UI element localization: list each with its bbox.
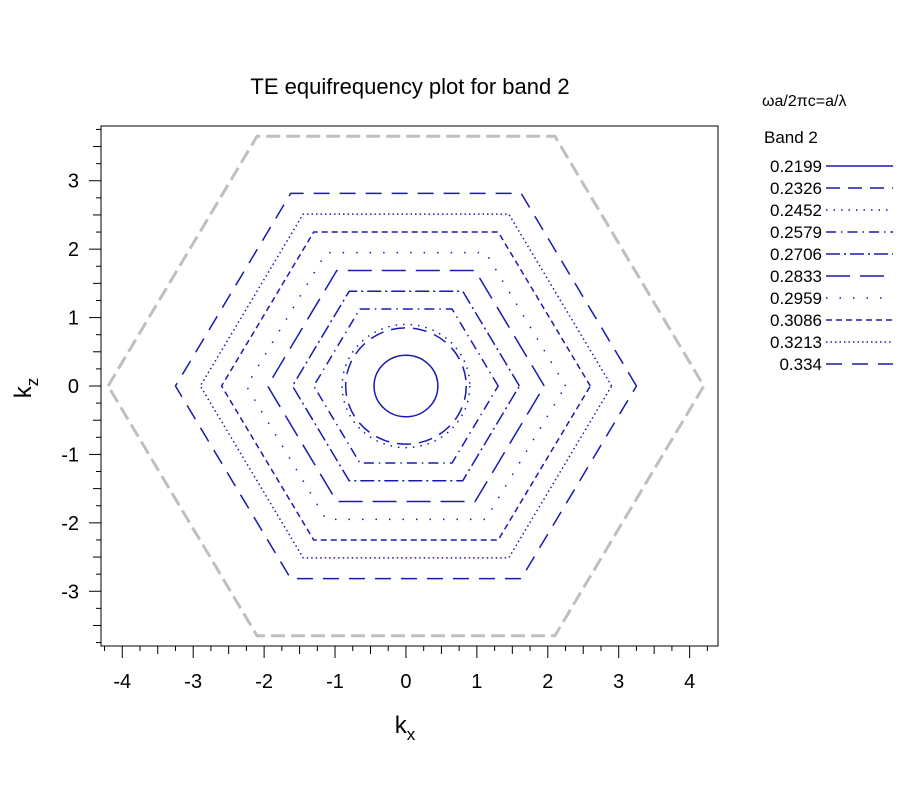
contour-line-0.2579 [313,308,499,464]
contour-line-0.2452 [341,323,471,449]
x-tick-label: 4 [684,671,695,693]
contour-line-0.2326 [344,327,467,445]
legend-heading: ωa/2πc=a/λ [762,93,846,110]
legend-label: 0.2452 [770,201,822,220]
y-tick-label: -3 [61,581,79,603]
x-tick-label: 2 [542,671,553,693]
legend-label: 0.2833 [770,267,822,286]
x-tick-label: 1 [471,671,482,693]
x-axis-ticks: -4 -3 -2 -1 0 1 2 3 4 [104,646,708,693]
contour-line-0.2833 [266,269,545,503]
contour-line-0.2706 [291,290,521,482]
x-tick-label: -1 [326,671,344,693]
legend-label: 0.3213 [770,333,822,352]
contour-line-0.2199 [373,354,439,418]
y-axis-label: kz [10,378,42,399]
legend-label: 0.3086 [770,311,822,330]
brillouin-zone-hexagon [106,134,706,638]
contour-line-0.334 [174,192,638,580]
svg-text:kx: kx [395,712,416,744]
x-tick-label: -2 [255,671,273,693]
y-axis-label-main: k [10,385,37,398]
legend-label: 0.334 [779,355,822,374]
chart-title: TE equifrequency plot for band 2 [250,74,569,99]
svg-text:kz: kz [10,378,42,399]
y-tick-label: -2 [61,513,79,535]
plot-frame [100,125,719,647]
y-axis-ticks: -3 -2 -1 0 1 2 3 [61,128,101,644]
x-axis-label-sub: x [407,725,416,744]
legend-label: 0.2326 [770,179,822,198]
contour-lines [174,192,638,580]
x-axis-label-main: k [395,712,408,739]
y-tick-label: 2 [68,239,79,261]
legend-label: 0.2579 [770,223,822,242]
y-axis-label-sub: z [23,378,42,387]
legend-label: 0.2959 [770,289,822,308]
legend-label: 0.2199 [770,157,822,176]
x-tick-label: -3 [184,671,202,693]
x-tick-label: -4 [113,671,131,693]
y-tick-label: -1 [61,444,79,466]
legend: ωa/2πc=a/λ Band 2 0.2199 0.2326 0.2452 0.25… [762,93,893,374]
brillouin-zone [106,134,706,638]
x-tick-label: 3 [613,671,624,693]
x-axis-label: kx [395,712,416,744]
x-tick-label: 0 [400,671,411,693]
y-tick-label: 3 [68,171,79,193]
legend-subheading: Band 2 [764,128,818,147]
y-tick-label: 0 [68,376,79,398]
legend-label: 0.2706 [770,245,822,264]
contour-line-0.3086 [220,231,592,541]
y-tick-label: 1 [68,308,79,330]
